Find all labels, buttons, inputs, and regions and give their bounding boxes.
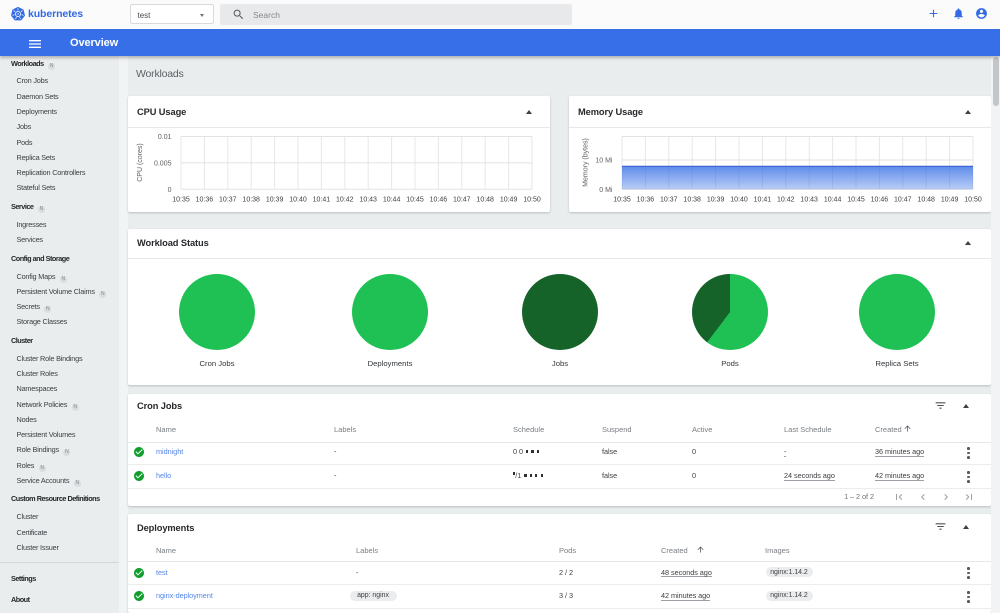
svg-text:10:41: 10:41 [754, 196, 772, 203]
svg-text:10:43: 10:43 [800, 196, 818, 203]
svg-text:10:45: 10:45 [847, 196, 865, 203]
svg-text:10:42: 10:42 [777, 196, 795, 203]
svg-text:10:35: 10:35 [172, 196, 190, 203]
svg-text:10:43: 10:43 [359, 196, 377, 203]
svg-text:10:42: 10:42 [336, 196, 354, 203]
svg-text:10:36: 10:36 [637, 196, 655, 203]
svg-text:10:44: 10:44 [824, 196, 842, 203]
svg-text:10:37: 10:37 [219, 196, 237, 203]
svg-text:10:38: 10:38 [683, 196, 701, 203]
svg-text:10:50: 10:50 [964, 196, 982, 203]
svg-text:10:41: 10:41 [313, 196, 331, 203]
svg-text:10:50: 10:50 [523, 196, 541, 203]
svg-text:10:40: 10:40 [289, 196, 307, 203]
svg-text:0: 0 [168, 187, 172, 194]
svg-text:10:36: 10:36 [196, 196, 214, 203]
svg-text:10:38: 10:38 [242, 196, 260, 203]
svg-text:10:45: 10:45 [406, 196, 424, 203]
svg-text:0 Mi: 0 Mi [599, 187, 613, 194]
svg-text:10:49: 10:49 [941, 196, 959, 203]
svg-text:Memory (bytes): Memory (bytes) [583, 138, 590, 187]
svg-text:10:44: 10:44 [383, 196, 401, 203]
svg-text:0.005: 0.005 [154, 160, 172, 167]
svg-text:10:35: 10:35 [613, 196, 631, 203]
svg-text:10:40: 10:40 [730, 196, 748, 203]
svg-text:0.01: 0.01 [158, 134, 172, 141]
svg-text:CPU (cores): CPU (cores) [137, 143, 144, 182]
svg-text:10:39: 10:39 [707, 196, 725, 203]
svg-text:10:37: 10:37 [660, 196, 678, 203]
svg-text:10:46: 10:46 [871, 196, 889, 203]
svg-text:10:39: 10:39 [266, 196, 284, 203]
svg-text:10:48: 10:48 [917, 196, 935, 203]
svg-text:10:47: 10:47 [453, 196, 471, 203]
svg-text:10:46: 10:46 [430, 196, 448, 203]
svg-text:10:48: 10:48 [476, 196, 494, 203]
svg-text:10 Mi: 10 Mi [595, 158, 613, 165]
svg-text:10:47: 10:47 [894, 196, 912, 203]
svg-text:10:49: 10:49 [500, 196, 518, 203]
